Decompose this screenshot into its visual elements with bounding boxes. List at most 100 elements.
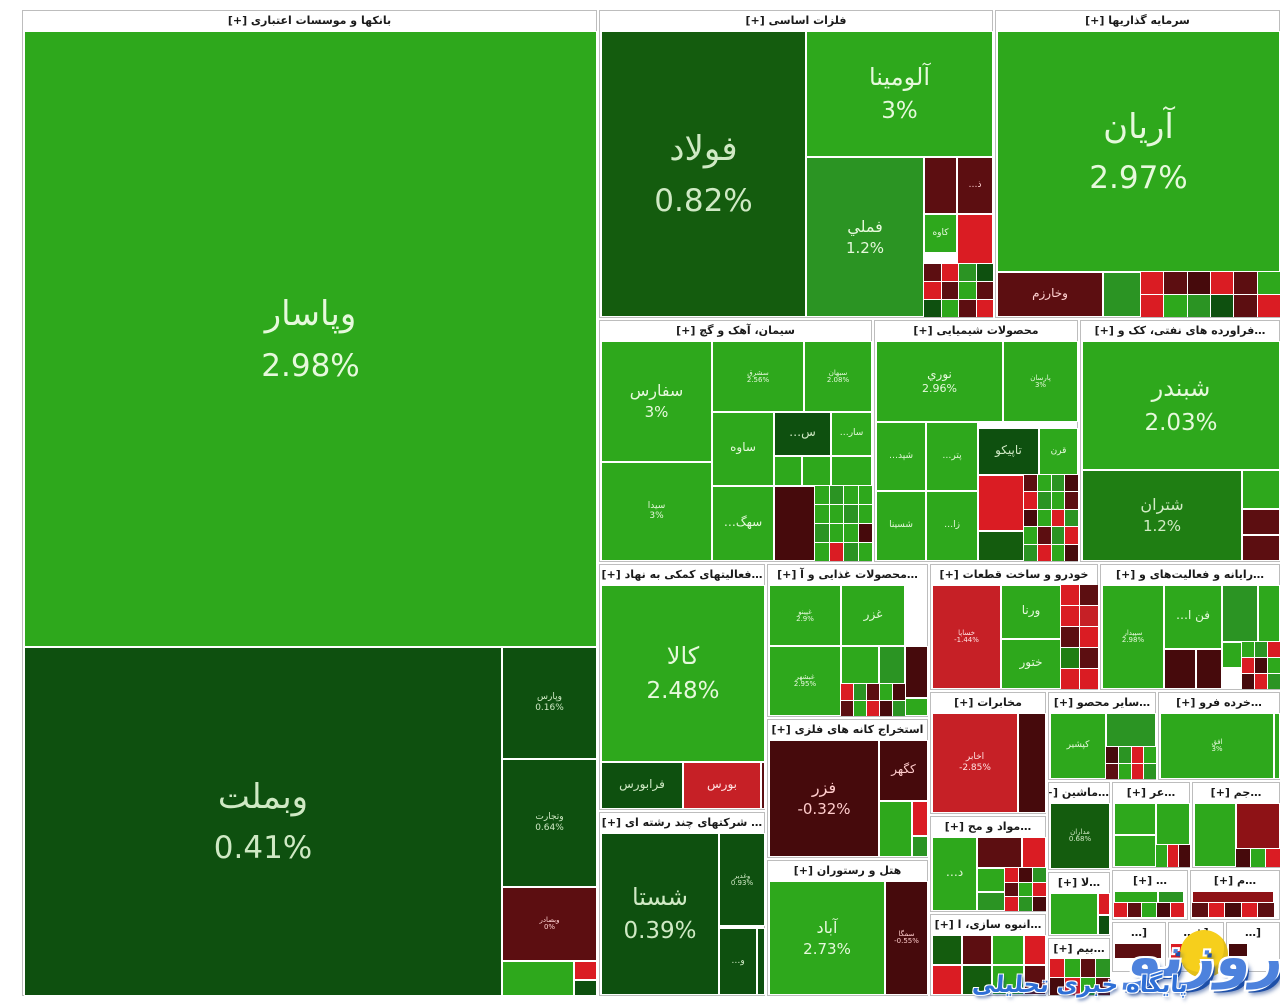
stock-tile-افق[interactable]: افق 3% <box>1160 713 1274 779</box>
mini-stock-tile[interactable] <box>1258 903 1274 917</box>
sector-header-exchange-aux[interactable]: …فعالیتهای کمکی به نهاد [+] <box>600 565 764 585</box>
stock-tile-اخابر[interactable]: اخابر -2.85% <box>932 713 1018 813</box>
mini-stock-tile[interactable] <box>1144 763 1156 779</box>
mini-stock-tile[interactable] <box>924 300 941 317</box>
mini-stock-tile[interactable] <box>1051 544 1065 561</box>
stock-tile[interactable] <box>1192 891 1274 903</box>
mini-stock-tile[interactable] <box>1037 475 1051 492</box>
mini-stock-tile[interactable] <box>1095 959 1110 977</box>
stock-tile-شتران[interactable]: شتران 1.2% <box>1082 470 1242 561</box>
mini-stock-tile[interactable] <box>829 524 843 542</box>
stock-tile[interactable] <box>1228 943 1248 957</box>
mini-stock-tile[interactable] <box>1065 475 1078 492</box>
mini-stock-tile[interactable] <box>858 524 872 542</box>
stock-tile-وبصادر[interactable]: وبصادر 0% <box>502 887 597 961</box>
mini-stock-tile[interactable] <box>1242 674 1254 689</box>
mini-stock-tile[interactable] <box>1106 747 1118 763</box>
mini-stock-tile[interactable] <box>1065 544 1078 561</box>
stock-tile-کاوه[interactable]: کاوه <box>924 214 957 253</box>
stock-tile-س…[interactable]: س… <box>774 412 831 456</box>
stock-tile[interactable] <box>1164 649 1196 689</box>
stock-tile[interactable] <box>1194 803 1236 867</box>
mini-stock-tile[interactable] <box>1061 627 1079 647</box>
mini-stock-tile[interactable] <box>1037 527 1051 544</box>
mini-stock-tile[interactable] <box>1128 903 1142 917</box>
stock-tile[interactable] <box>1018 713 1046 813</box>
mini-stock-tile[interactable] <box>858 505 872 523</box>
mini-stock-tile[interactable] <box>880 684 892 700</box>
stock-tile[interactable] <box>992 935 1024 965</box>
stock-tile-ذ…[interactable]: ذ… <box>957 157 993 214</box>
mini-stock-tile[interactable] <box>841 700 853 716</box>
sector-header-mini-1[interactable]: … [+] <box>1113 871 1187 891</box>
stock-tile[interactable] <box>1106 713 1156 747</box>
sector-header-food[interactable]: …محصولات غذایی و آ [+] <box>768 565 927 585</box>
mini-stock-tile[interactable] <box>1234 295 1257 317</box>
sector-header-cement[interactable]: سیمان، آهک و گچ [+] <box>600 321 871 341</box>
stock-tile[interactable] <box>977 892 1005 911</box>
mini-stock-tile[interactable] <box>941 282 958 299</box>
mini-stock-tile[interactable] <box>1095 977 1110 995</box>
mini-stock-tile[interactable] <box>1268 642 1280 657</box>
mini-stock-tile[interactable] <box>1141 272 1164 294</box>
sector-header-jam-sector[interactable]: …جم [+] <box>1193 783 1279 803</box>
mini-stock-tile[interactable] <box>1065 959 1080 977</box>
sector-header-materials[interactable]: …مواد و مح [+] <box>931 817 1045 837</box>
stock-tile[interactable] <box>992 965 1024 995</box>
stock-tile[interactable] <box>1098 893 1110 915</box>
stock-tile[interactable] <box>978 531 1024 561</box>
stock-tile-سمگا[interactable]: سمگا -0.55% <box>885 881 928 995</box>
mini-stock-tile[interactable] <box>815 543 829 561</box>
stock-tile-فملي[interactable]: فملي 1.2% <box>806 157 924 317</box>
mini-stock-tile[interactable] <box>1080 669 1098 689</box>
stock-tile[interactable] <box>831 456 872 486</box>
stock-tile[interactable] <box>757 928 765 995</box>
sector-header-chemicals[interactable]: محصولات شیمیایی [+] <box>875 321 1077 341</box>
mini-stock-tile[interactable] <box>924 282 941 299</box>
mini-stock-tile[interactable] <box>1080 977 1095 995</box>
stock-tile-آباد[interactable]: آباد 2.73% <box>769 881 885 995</box>
mini-stock-tile[interactable] <box>1255 674 1267 689</box>
mini-stock-tile[interactable] <box>1051 527 1065 544</box>
sector-header-mini-3[interactable]: [… <box>1113 923 1165 943</box>
stock-tile-ساوه[interactable]: ساوه <box>712 412 774 486</box>
stock-tile[interactable] <box>574 980 597 996</box>
stock-tile-بورس[interactable]: بورس <box>683 762 761 809</box>
stock-tile-شستا[interactable]: شستا 0.39% <box>601 833 719 995</box>
stock-tile-نوري[interactable]: نوري 2.96% <box>876 341 1003 422</box>
stock-tile-وبملت[interactable]: وبملت 0.41% <box>24 647 502 996</box>
mini-stock-tile[interactable] <box>1118 747 1131 763</box>
sector-header-banks[interactable]: بانکها و موسسات اعتباری [+] <box>23 11 596 31</box>
stock-tile-شپد…[interactable]: شپد… <box>876 422 926 491</box>
mini-stock-tile[interactable] <box>1241 903 1258 917</box>
mini-stock-tile[interactable] <box>1255 642 1267 657</box>
stock-tile-سشرق[interactable]: سشرق 2.56% <box>712 341 804 412</box>
stock-tile-ختور[interactable]: ختور <box>1001 639 1061 689</box>
mini-stock-tile[interactable] <box>1142 903 1156 917</box>
mini-stock-tile[interactable] <box>941 264 958 281</box>
mini-stock-tile[interactable] <box>1033 897 1046 911</box>
stock-tile[interactable] <box>905 698 928 716</box>
stock-tile[interactable] <box>1222 642 1242 668</box>
stock-tile[interactable] <box>932 965 962 995</box>
stock-tile[interactable] <box>1098 915 1110 935</box>
stock-tile[interactable] <box>932 935 962 965</box>
sector-header-auto[interactable]: خودرو و ساخت قطعات [+] <box>931 565 1097 585</box>
stock-tile-کالا[interactable]: کالا 2.48% <box>601 585 765 762</box>
mini-stock-tile[interactable] <box>924 264 941 281</box>
stock-tile-سبهان[interactable]: سبهان 2.08% <box>804 341 872 412</box>
mini-stock-tile[interactable] <box>1236 849 1250 867</box>
mini-stock-tile[interactable] <box>815 505 829 523</box>
mini-stock-tile[interactable] <box>1080 648 1098 668</box>
stock-tile[interactable] <box>774 456 802 486</box>
mini-stock-tile[interactable] <box>854 700 866 716</box>
stock-tile-پتر…[interactable]: پتر… <box>926 422 978 491</box>
mini-stock-tile[interactable] <box>815 486 829 504</box>
stock-tile-سفارس[interactable]: سفارس 3% <box>601 341 712 462</box>
stock-tile[interactable] <box>841 646 879 684</box>
mini-stock-tile[interactable] <box>1167 845 1179 867</box>
mini-stock-tile[interactable] <box>1080 585 1098 605</box>
mini-stock-tile[interactable] <box>1019 882 1032 897</box>
stock-tile[interactable] <box>912 801 928 836</box>
mini-stock-tile[interactable] <box>1211 272 1234 294</box>
